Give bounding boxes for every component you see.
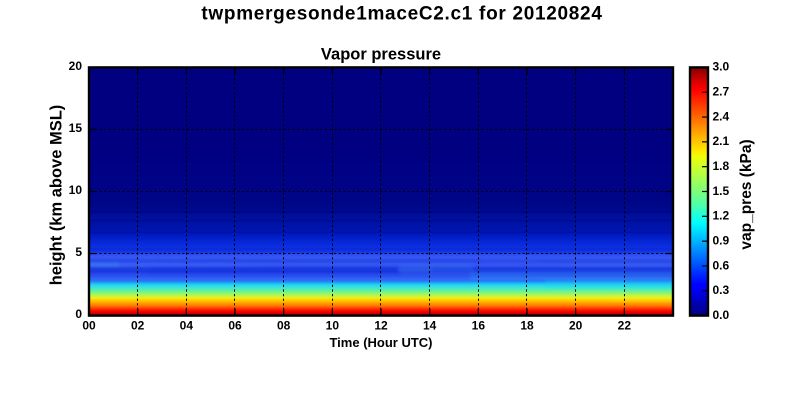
svg-text:20: 20 bbox=[569, 318, 583, 332]
svg-text:00: 00 bbox=[82, 318, 96, 332]
svg-text:3.0: 3.0 bbox=[713, 60, 730, 74]
svg-text:1.2: 1.2 bbox=[713, 209, 730, 223]
svg-text:2.7: 2.7 bbox=[713, 85, 730, 99]
svg-text:1.5: 1.5 bbox=[713, 184, 730, 198]
svg-text:0.3: 0.3 bbox=[713, 283, 730, 297]
svg-text:2.1: 2.1 bbox=[713, 134, 730, 148]
svg-text:Time (Hour UTC): Time (Hour UTC) bbox=[329, 335, 432, 350]
svg-text:04: 04 bbox=[180, 318, 194, 332]
svg-text:15: 15 bbox=[69, 121, 83, 135]
svg-text:Vapor pressure: Vapor pressure bbox=[321, 46, 441, 64]
svg-text:height (km above MSL): height (km above MSL) bbox=[48, 105, 66, 286]
svg-text:06: 06 bbox=[228, 318, 242, 332]
svg-text:twpmergesonde1maceC2.c1 for 20: twpmergesonde1maceC2.c1 for 20120824 bbox=[201, 4, 602, 25]
svg-text:08: 08 bbox=[277, 318, 291, 332]
svg-text:0.0: 0.0 bbox=[713, 308, 730, 322]
svg-text:18: 18 bbox=[520, 318, 534, 332]
svg-text:12: 12 bbox=[374, 318, 388, 332]
svg-text:vap_pres (kPa): vap_pres (kPa) bbox=[738, 139, 755, 249]
svg-text:0.9: 0.9 bbox=[713, 233, 730, 247]
svg-text:10: 10 bbox=[69, 183, 83, 197]
svg-text:14: 14 bbox=[423, 318, 437, 332]
svg-text:0.6: 0.6 bbox=[713, 258, 730, 272]
svg-text:02: 02 bbox=[131, 318, 145, 332]
svg-text:16: 16 bbox=[472, 318, 486, 332]
svg-text:10: 10 bbox=[326, 318, 340, 332]
svg-text:5: 5 bbox=[75, 245, 82, 259]
svg-text:22: 22 bbox=[618, 318, 632, 332]
svg-text:20: 20 bbox=[69, 59, 83, 73]
svg-text:0: 0 bbox=[75, 307, 82, 321]
svg-text:1.8: 1.8 bbox=[713, 159, 730, 173]
svg-text:2.4: 2.4 bbox=[713, 109, 730, 123]
